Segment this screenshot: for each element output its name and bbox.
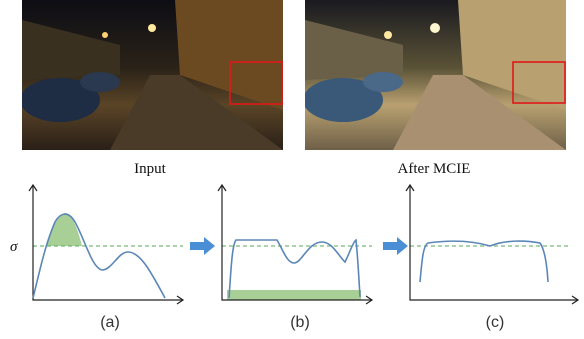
caption: Input [134, 161, 166, 177]
figure: Input After MCIE σ (a) (b) (c) [0, 0, 584, 339]
arrow [190, 237, 215, 255]
diagram-c [406, 185, 578, 304]
panel-label: (a) [100, 314, 120, 331]
diagram-a [29, 185, 183, 304]
diagram-b [218, 185, 372, 304]
arrow [383, 237, 408, 255]
caption: After MCIE [398, 161, 471, 177]
panel-label: (c) [486, 314, 505, 331]
panel-label: (b) [290, 314, 310, 331]
sigma-label: σ [10, 239, 18, 255]
input-photo [20, 0, 283, 150]
output-photo [303, 0, 566, 150]
